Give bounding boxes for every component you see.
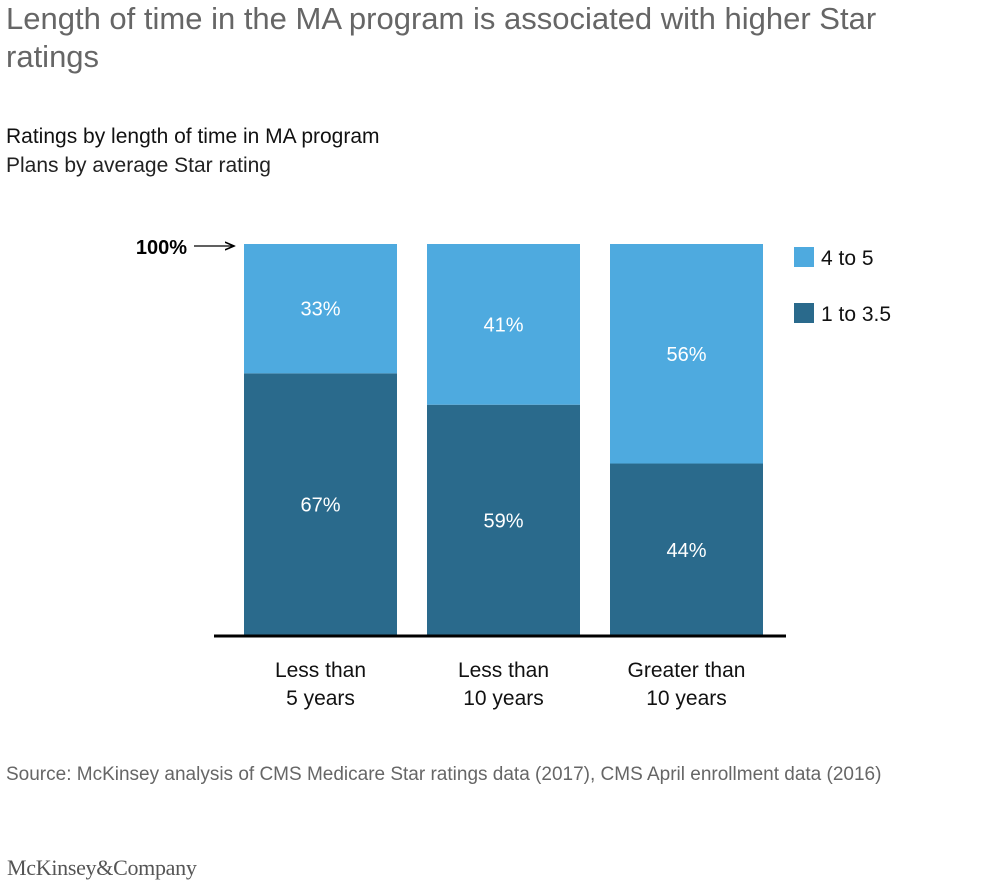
bar-high-2: [610, 244, 763, 464]
category-label-0-line-1: 5 years: [286, 687, 355, 710]
data-label-high-1: 41%: [483, 314, 523, 336]
total-marker-label: 100%: [136, 237, 187, 259]
data-label-low-0: 67%: [300, 495, 340, 517]
legend-swatch-0: [794, 247, 814, 267]
chart-subtitle: Plans by average Star rating: [6, 154, 271, 177]
data-label-low-2: 44%: [666, 540, 706, 562]
legend-label-0: 4 to 5: [821, 247, 874, 270]
labels-layer: 67% 33% Less than 5 years 59% 41% Less than 10 …: [275, 299, 745, 710]
data-label-low-1: 59%: [483, 510, 523, 532]
bar-low-1: [427, 404, 580, 636]
bar-high-1: [427, 244, 580, 405]
category-label-1-line-0: Less than: [458, 659, 549, 682]
category-label-2-line-0: Greater than: [628, 659, 746, 682]
legend-swatch-1: [794, 303, 814, 323]
bar-high-0: [244, 244, 397, 374]
bar-low-2: [610, 463, 763, 636]
legend-label-1: 1 to 3.5: [821, 303, 891, 326]
stacked-bar-chart: 67% 33% Less than 5 years 59% 41% Less than 10 …: [136, 237, 891, 710]
legend: 4 to 5 1 to 3.5: [794, 247, 891, 326]
category-label-0-line-0: Less than: [275, 659, 366, 682]
data-label-high-2: 56%: [666, 344, 706, 366]
data-label-high-0: 33%: [300, 299, 340, 321]
chart-title: Ratings by length of time in MA program: [6, 125, 380, 148]
category-label-1-line-1: 10 years: [463, 687, 544, 710]
company-logo: McKinsey&Company: [7, 855, 197, 880]
category-label-2-line-1: 10 years: [646, 687, 727, 710]
bar-low-0: [244, 373, 397, 636]
chart-headline: Length of time in the MA program is asso…: [6, 1, 877, 74]
bars-layer: [244, 244, 763, 636]
source-note: Source: McKinsey analysis of CMS Medicar…: [6, 764, 882, 785]
